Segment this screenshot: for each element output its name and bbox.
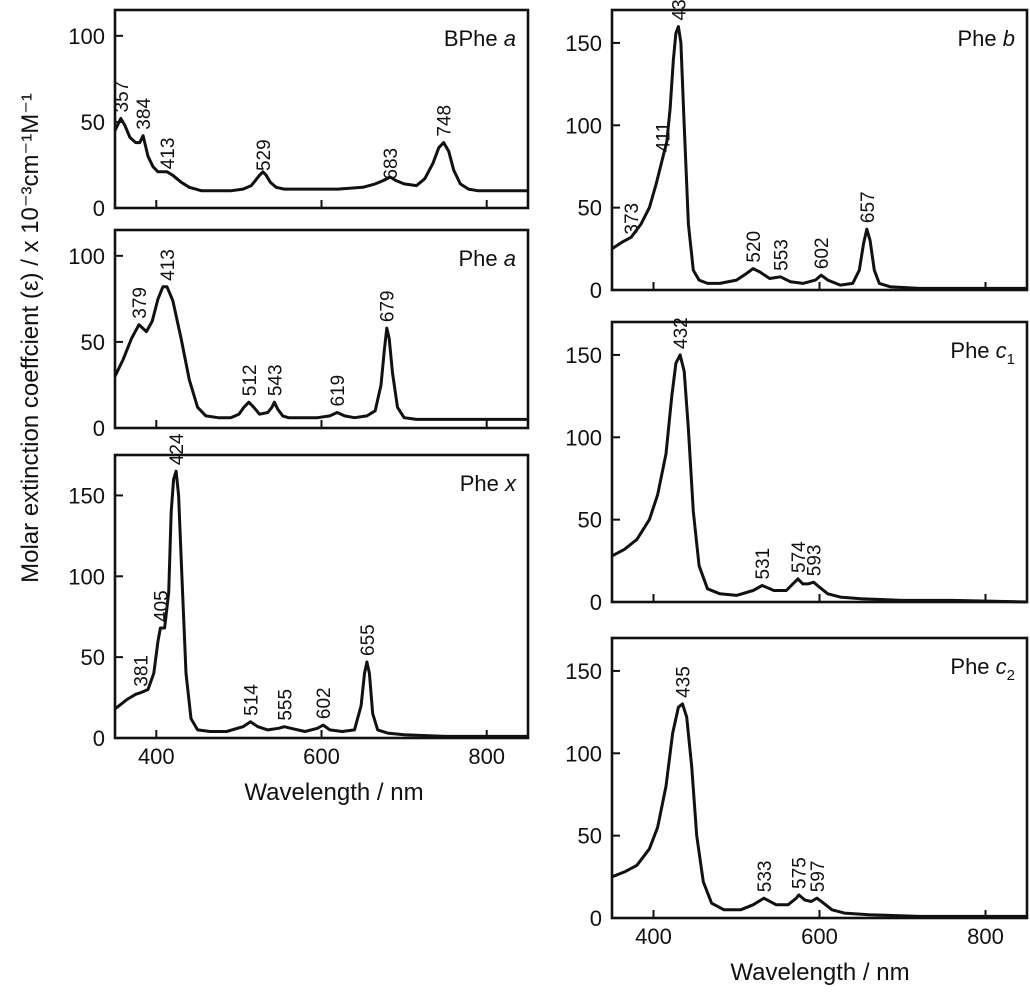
spectrum-line <box>113 117 528 193</box>
peak-label: 679 <box>378 290 399 322</box>
panel-title: BPhe a <box>444 26 516 51</box>
y-tick-label: 100 <box>68 24 105 49</box>
peak-label: 602 <box>812 237 833 269</box>
y-tick-label: 0 <box>93 416 105 441</box>
y-tick-label: 0 <box>590 278 602 303</box>
y-tick-label: 50 <box>578 196 602 221</box>
peak-label: 357 <box>112 81 133 113</box>
x-tick-label: 600 <box>303 744 340 769</box>
peak-label: 597 <box>808 861 829 893</box>
peak-label: 543 <box>265 364 286 396</box>
peak-label: 430 <box>669 0 690 20</box>
x-tick-label: 400 <box>635 924 672 949</box>
y-tick-label: 100 <box>565 113 602 138</box>
peak-label: 575 <box>790 857 811 889</box>
y-tick-label: 0 <box>93 196 105 221</box>
panel-phe-b: 0 50 100 150 373 411 430 520 553 602 657 Phe b <box>565 0 1029 303</box>
y-tick-label: 50 <box>81 110 105 135</box>
y-tick-label: 50 <box>81 330 105 355</box>
panel-title: Phe c1 <box>950 338 1015 368</box>
peak-label: 574 <box>789 541 810 573</box>
peak-label: 405 <box>151 590 172 622</box>
panel-title-symbol: x <box>504 471 517 496</box>
peak-label: 533 <box>755 861 776 893</box>
peak-label: 520 <box>744 231 765 263</box>
peak-label: 424 <box>167 433 188 465</box>
x-tick-label: 800 <box>468 744 505 769</box>
peak-label: 514 <box>241 684 262 716</box>
panel-title-symbol: b <box>1003 26 1015 51</box>
panel-title-symbol: c <box>996 654 1007 679</box>
peak-label: 555 <box>275 689 296 721</box>
y-tick-label: 50 <box>81 645 105 670</box>
y-axis-title: Molar extinction coeffcient (ε) / x 10⁻³… <box>17 93 44 583</box>
panel-title-text: Phe <box>458 246 503 271</box>
y-tick-label: 150 <box>68 483 105 508</box>
panel-title-text: Phe <box>957 26 1002 51</box>
peak-label: 432 <box>671 317 692 349</box>
y-tick-label: 150 <box>565 659 602 684</box>
y-tick-label: 100 <box>68 564 105 589</box>
y-tick-label: 150 <box>565 343 602 368</box>
panel-title-text: BPhe <box>444 26 504 51</box>
peak-label: 655 <box>358 624 379 656</box>
x-axis-title-left: Wavelength / nm <box>244 779 423 806</box>
panel-title-text: Phe <box>460 471 505 496</box>
x-tick-label: 400 <box>138 744 175 769</box>
x-tick-label: 600 <box>801 924 838 949</box>
y-tick-label: 100 <box>68 244 105 269</box>
panel-phe-x: 0 50 100 150 400 600 800 381 405 424 514 555 602 655 P… <box>68 433 530 769</box>
peak-label: 411 <box>654 122 675 152</box>
peak-label: 384 <box>134 98 155 130</box>
spectrum-line <box>611 353 1028 604</box>
y-tick-label: 0 <box>590 590 602 615</box>
panel-title: Phe a <box>458 246 516 271</box>
peak-label: 748 <box>435 105 456 137</box>
peak-label: 413 <box>158 138 179 170</box>
panel-title-subscript: 1 <box>1007 351 1015 368</box>
panel-title-symbol: a <box>504 246 516 271</box>
panel-title: Phe b <box>957 26 1015 51</box>
peak-label: 379 <box>130 287 151 319</box>
peak-label: 593 <box>805 545 826 577</box>
spectrum-line <box>114 469 528 738</box>
panel-title-symbol: c <box>996 338 1007 363</box>
peak-label: 373 <box>622 203 643 235</box>
panel-title: Phe c2 <box>950 654 1015 684</box>
peak-label: 619 <box>328 375 349 407</box>
peak-label: 602 <box>314 687 335 719</box>
panel-title-text: Phe <box>950 654 995 679</box>
peak-label: 435 <box>674 666 695 698</box>
spectrum-line <box>611 702 1027 918</box>
y-tick-label: 50 <box>578 508 602 533</box>
x-tick-label: 800 <box>967 924 1004 949</box>
x-axis-title-right: Wavelength / nm <box>730 959 909 986</box>
y-tick-label: 0 <box>93 726 105 751</box>
spectrum-line <box>611 25 1027 290</box>
panel-phe-a: 0 50 100 379 413 512 543 619 679 Phe a <box>68 228 530 441</box>
peak-label: 381 <box>132 655 153 687</box>
peak-label: 413 <box>158 249 179 281</box>
y-tick-label: 100 <box>565 741 602 766</box>
y-tick-label: 100 <box>565 425 602 450</box>
y-tick-label: 0 <box>590 906 602 931</box>
panel-title-symbol: a <box>504 26 516 51</box>
peak-label: 657 <box>858 191 879 223</box>
spectrum-line <box>113 285 528 421</box>
y-tick-label: 50 <box>578 824 602 849</box>
peak-label: 683 <box>381 148 402 180</box>
peak-label: 512 <box>240 364 261 396</box>
peak-label: 531 <box>753 548 774 580</box>
panel-title-subscript: 2 <box>1007 667 1015 684</box>
panel-title: Phe x <box>460 471 517 496</box>
peak-label: 529 <box>254 139 275 171</box>
y-tick-label: 150 <box>565 31 602 56</box>
peak-label: 553 <box>771 239 792 271</box>
panel-title-text: Phe <box>950 338 995 363</box>
